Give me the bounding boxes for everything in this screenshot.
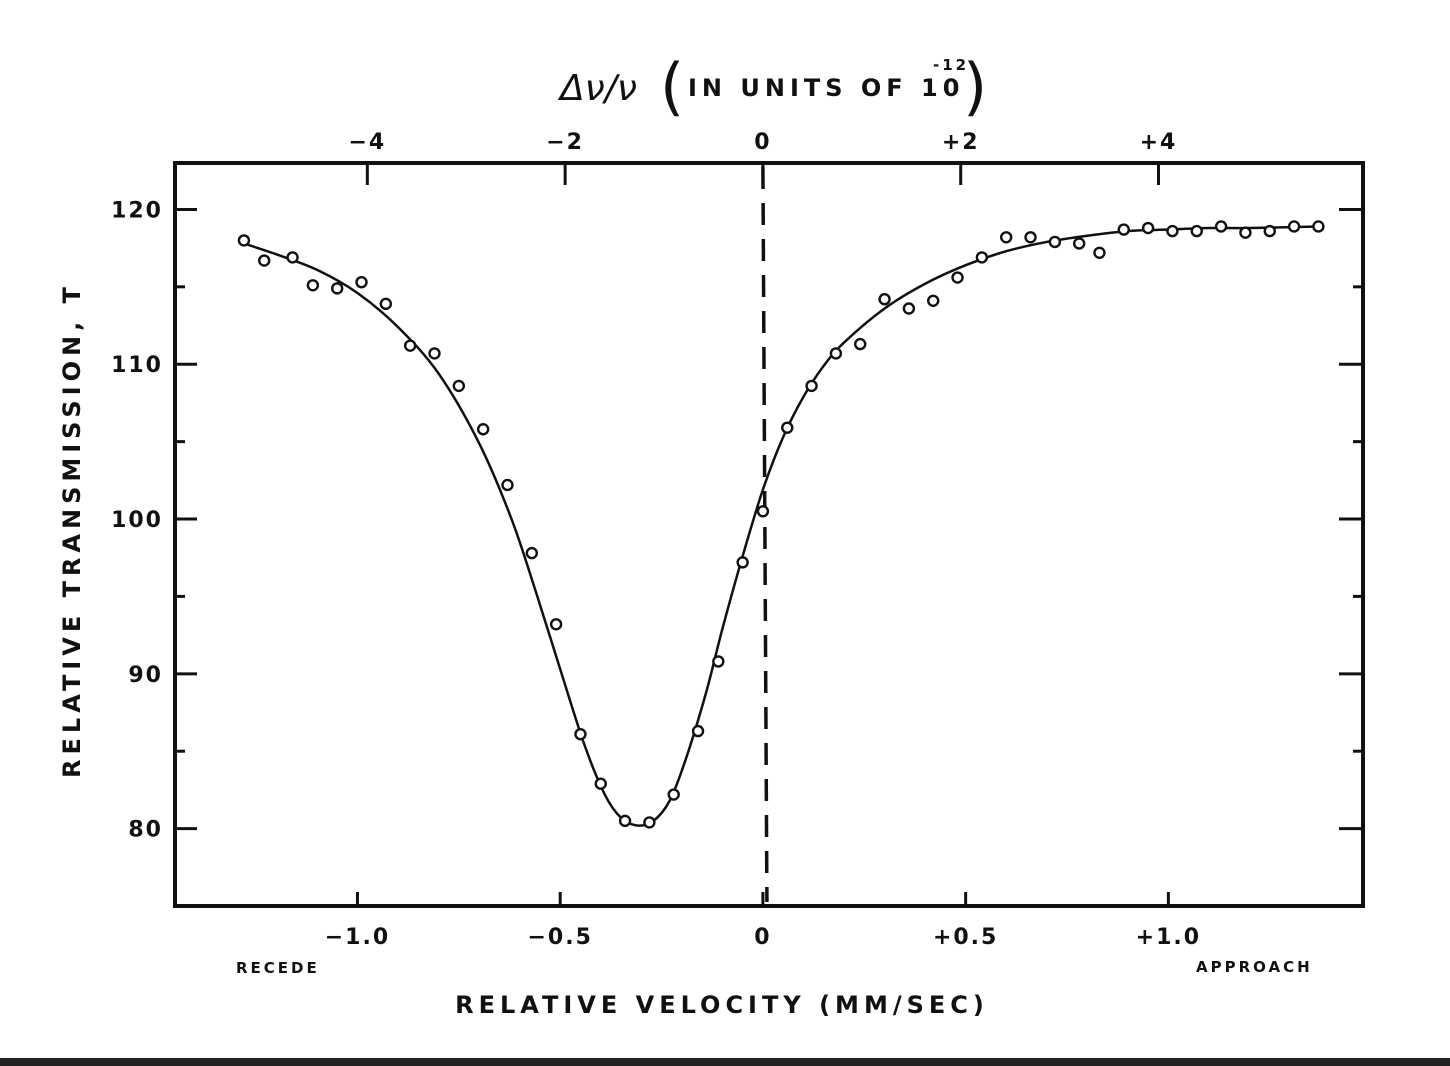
data-point: [1117, 223, 1130, 236]
zero-velocity-dashed-line: [761, 166, 769, 903]
x-tick-label: +0.5: [933, 925, 998, 950]
recede-annotation: RECEDE: [236, 959, 320, 977]
data-point: [951, 271, 964, 284]
data-point: [829, 347, 843, 360]
data-point: [1312, 220, 1325, 233]
data-point: [286, 251, 299, 264]
data-point: [1072, 237, 1086, 250]
data-point: [643, 816, 656, 829]
x-axis-title: RELATIVE VELOCITY (MM/SEC): [455, 991, 989, 1019]
data-point: [1239, 226, 1252, 239]
x-tick-label: 0: [754, 925, 771, 950]
fitted-curve: [243, 225, 1319, 827]
data-point: [574, 727, 587, 741]
data-point: [1093, 246, 1106, 259]
top-axis-symbol: Δν/ν: [557, 68, 637, 109]
data-point: [330, 282, 344, 295]
data-point: [355, 275, 368, 289]
y-tick-label: 120: [111, 198, 163, 223]
top-axis-close-paren: ): [963, 50, 987, 123]
top-axis-label: IN UNITS OF 10: [688, 74, 964, 102]
data-point: [1166, 224, 1179, 238]
data-point: [1190, 224, 1203, 238]
data-point: [476, 423, 490, 436]
data-point: [237, 234, 251, 247]
data-point: [1287, 220, 1301, 233]
top-tick-label: 0: [754, 130, 771, 155]
data-point: [975, 251, 989, 264]
data-point: [403, 339, 417, 352]
data-point: [594, 777, 607, 790]
data-point: [999, 231, 1013, 244]
plot-frame: [173, 161, 1365, 908]
data-point: [736, 556, 749, 569]
top-axis-ticks: −4 −2 0 +2 +4: [348, 130, 1178, 185]
data-point: [781, 421, 794, 434]
data-point: [525, 546, 539, 560]
y-axis-ticks: 80 90 100 110 120: [111, 198, 1363, 843]
data-point: [1214, 220, 1228, 233]
x-tick-label: −1.0: [325, 925, 390, 950]
top-tick-label: +2: [942, 130, 980, 155]
scan-edge-rule: [0, 1058, 1450, 1066]
data-point: [501, 478, 514, 492]
y-tick-label: 80: [128, 818, 163, 843]
data-points: [237, 220, 1325, 829]
data-point: [927, 294, 940, 307]
data-point: [549, 618, 563, 631]
data-point: [1263, 224, 1276, 238]
data-point: [805, 379, 818, 393]
approach-annotation: APPROACH: [1196, 958, 1313, 976]
x-tick-label: +1.0: [1136, 925, 1201, 950]
data-point: [306, 279, 320, 292]
top-axis-open-paren: (: [660, 50, 684, 123]
data-point: [258, 254, 271, 267]
top-tick-label: +4: [1140, 130, 1178, 155]
data-point: [854, 337, 867, 351]
top-tick-label: −4: [348, 130, 386, 155]
data-point: [712, 655, 725, 668]
x-tick-label: −0.5: [527, 925, 592, 950]
y-axis-title: RELATIVE TRANSMISSION, T: [58, 282, 86, 778]
data-point: [1048, 235, 1062, 249]
data-point: [1024, 231, 1037, 244]
data-point: [1141, 221, 1155, 235]
y-tick-label: 110: [111, 353, 163, 378]
data-point: [902, 302, 916, 315]
data-point: [452, 379, 466, 393]
data-point: [379, 297, 393, 311]
y-tick-label: 100: [111, 508, 163, 533]
data-point: [428, 347, 441, 360]
y-tick-label: 90: [128, 663, 163, 688]
top-axis-exponent: -12: [933, 56, 969, 74]
top-tick-label: −2: [546, 130, 584, 155]
data-point: [618, 814, 632, 828]
data-point: [878, 293, 891, 306]
data-point: [667, 788, 680, 801]
bottom-axis-ticks: −1.0 −0.5 0 +0.5 +1.0: [325, 892, 1201, 950]
data-point: [691, 724, 705, 738]
data-point: [756, 505, 770, 518]
